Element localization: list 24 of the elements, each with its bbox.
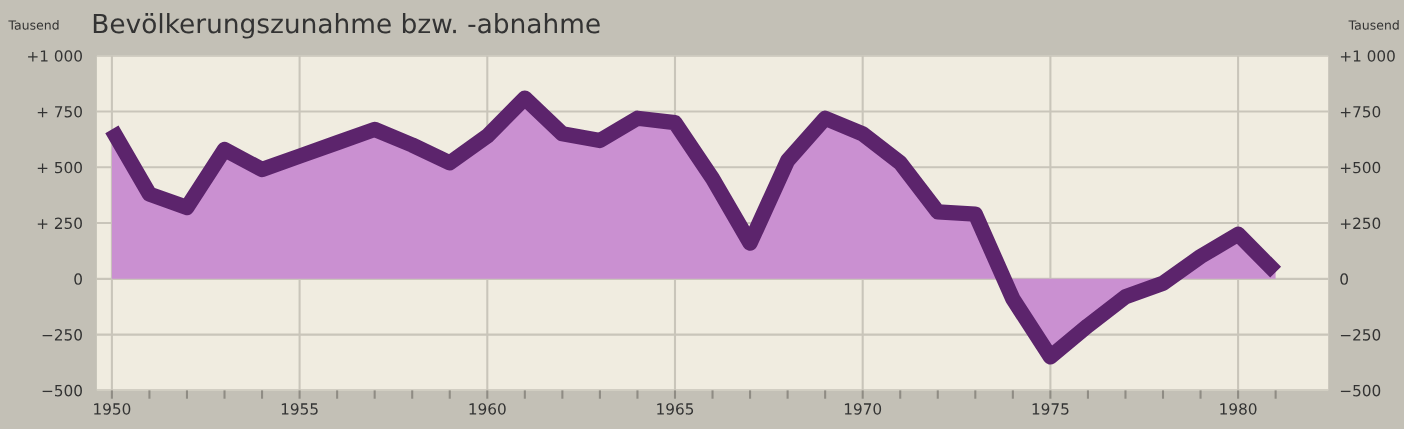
y-tick-label: 0 [74,273,82,285]
y-tick-label: + 500 [37,161,82,174]
x-tick-label: 1955 [281,403,318,415]
x-tick-label: 1975 [1032,403,1069,415]
y2-tick-label: +250 [1340,217,1381,230]
y-tick-label: −250 [42,329,82,341]
x-tick-label: 1970 [844,403,882,415]
x-tick-label: 1960 [469,403,506,415]
y2-tick-label: +750 [1340,106,1381,118]
y-tick-label: +1 000 [28,50,82,62]
y-tick-label: −500 [42,384,82,397]
y2-tick-label: −500 [1340,384,1381,397]
y2-tick-label: +500 [1340,161,1381,174]
chart-title: Bevölkerungszunahme bzw. -abnahme [93,13,600,39]
x-tick-label: 1965 [657,403,694,415]
x-tick-label: 1980 [1220,403,1257,415]
y-tick-label: + 250 [37,217,82,230]
y2-tick-label: −250 [1340,329,1381,341]
y2-tick-label: 0 [1340,273,1348,285]
y-tick-label: + 750 [37,106,82,118]
y2-axis-title: Tausend [1348,20,1399,30]
y-axis-title: Tausend [8,20,59,30]
x-tick-label: 1950 [94,403,131,415]
y2-tick-label: +1 000 [1340,50,1395,62]
